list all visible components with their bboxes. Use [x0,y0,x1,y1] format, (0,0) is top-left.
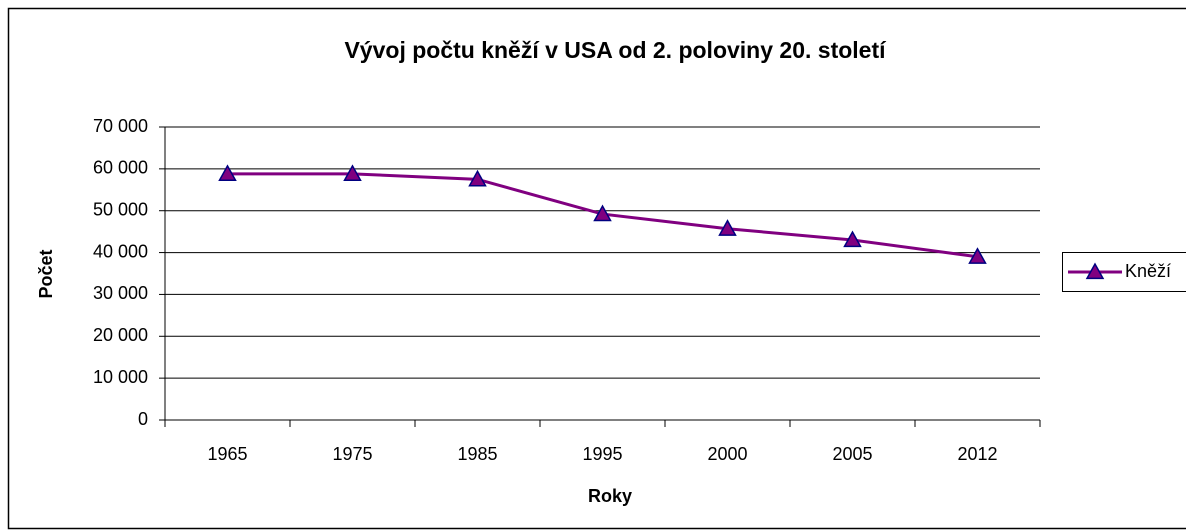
x-tick-label: 2000 [707,444,747,464]
chart-border [7,7,1186,530]
legend-marker [1085,262,1105,280]
y-axis-label: Počet [36,249,56,298]
y-tick-label: 10 000 [93,367,148,387]
y-tick-label: 60 000 [93,158,148,178]
x-axis-label: Roky [588,486,632,506]
y-tick-label: 0 [138,409,148,429]
marker [843,230,862,248]
marker [218,164,237,182]
x-tick-label: 1995 [582,444,622,464]
x-tick-label: 1985 [457,444,497,464]
y-tick-label: 50 000 [93,199,148,219]
x-tick-label: 2005 [832,444,872,464]
y-tick-label: 20 000 [93,325,148,345]
marker [968,247,987,264]
marker [468,169,487,187]
marker [593,204,612,222]
legend-label: Kněží [1125,261,1171,281]
marker [343,164,362,182]
y-tick-label: 30 000 [93,283,148,303]
y-tick-label: 40 000 [93,241,148,261]
y-tick-label: 70 000 [93,116,148,136]
x-tick-label: 1975 [332,444,372,464]
chart-title: Vývoj počtu kněží v USA od 2. poloviny 2… [344,37,887,63]
x-tick-label: 2012 [957,444,997,464]
x-tick-label: 1965 [207,444,247,464]
marker [718,219,737,236]
